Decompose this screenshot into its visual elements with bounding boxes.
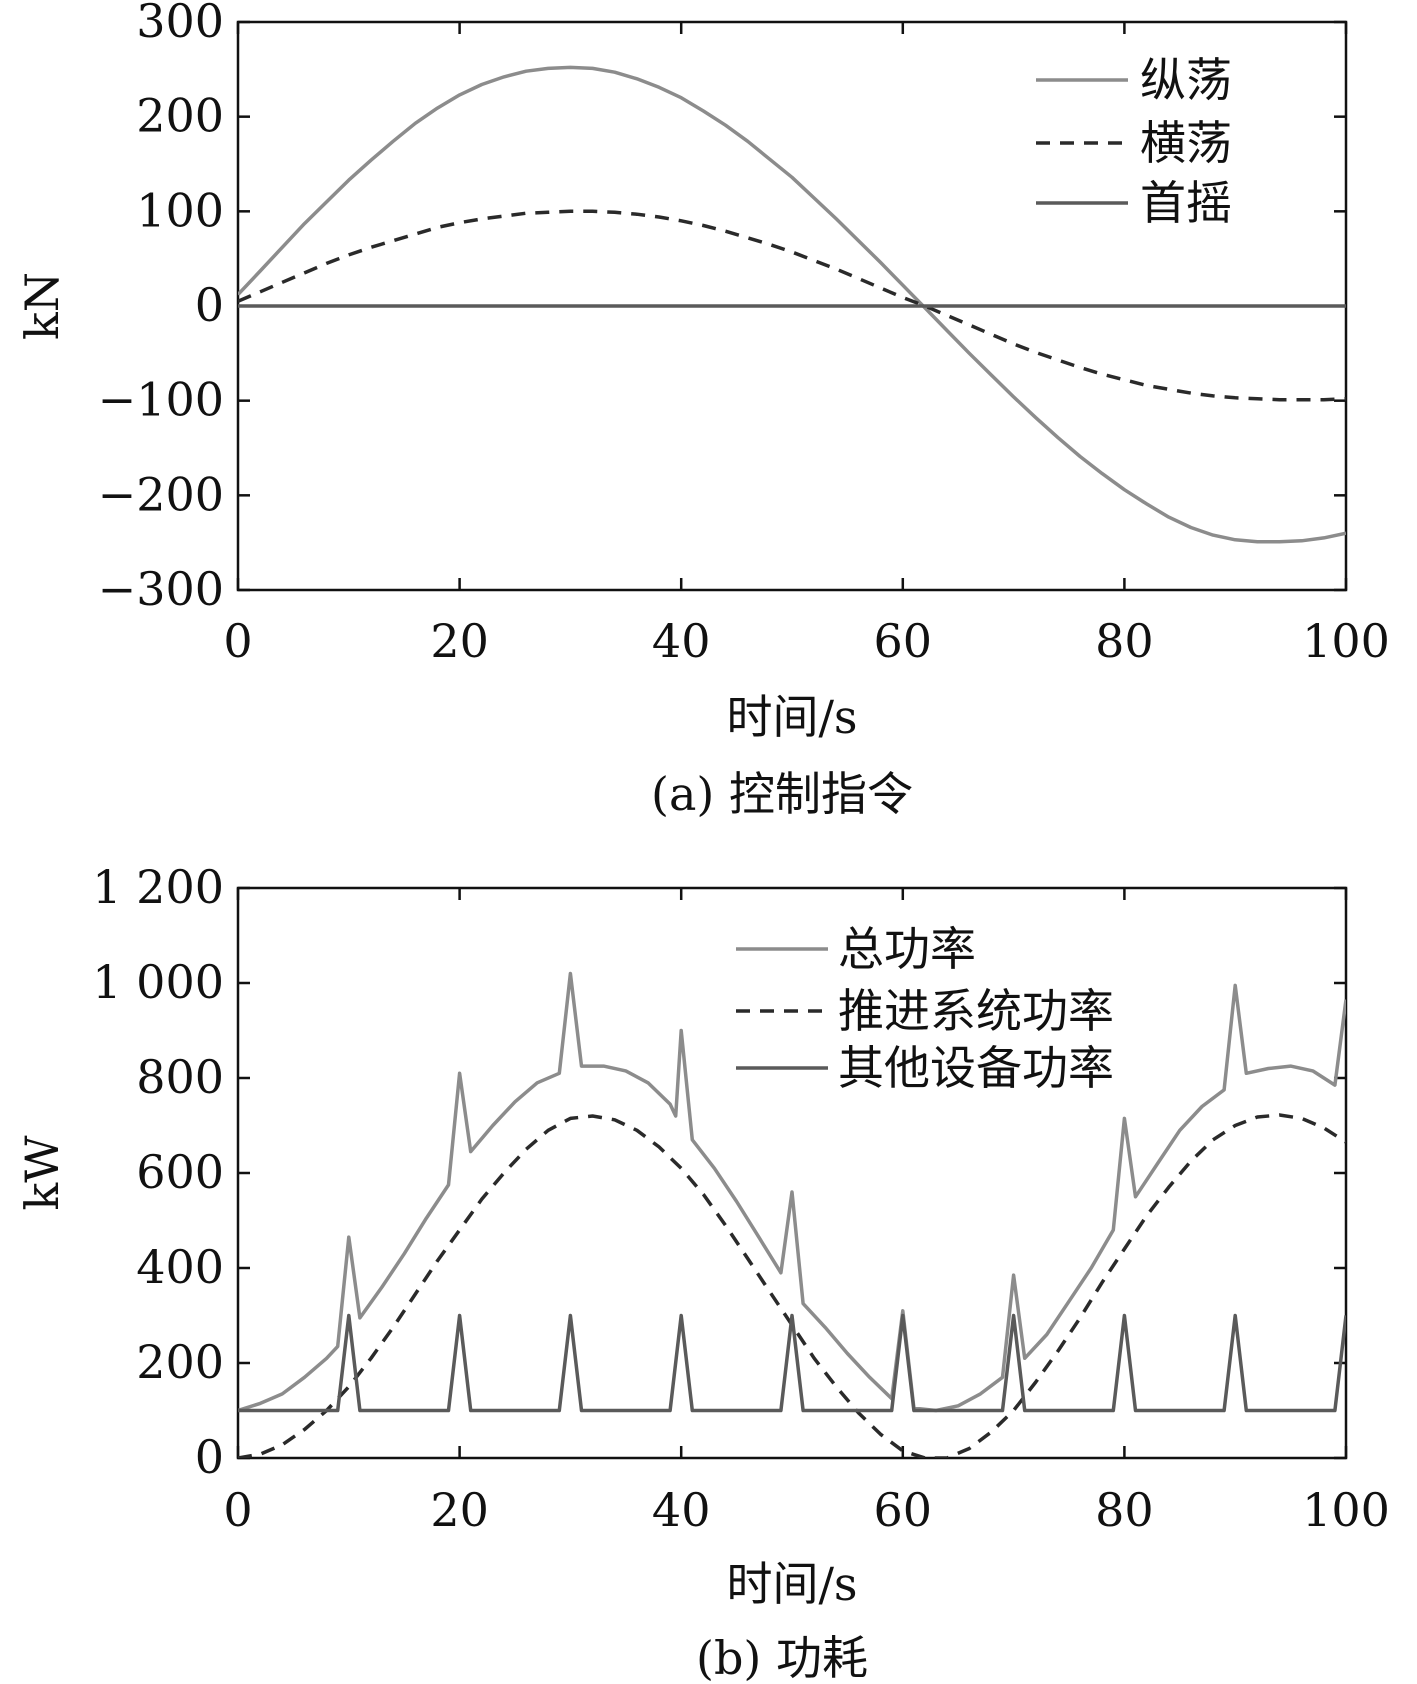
y-axis-title: kN: [15, 272, 69, 340]
y-tick-label: 200: [136, 89, 224, 143]
series-line-1: [238, 65, 1346, 544]
y-tick-label: 300: [136, 0, 224, 48]
legend-entry: 推进系统功率: [838, 984, 1114, 1038]
y-tick-label: 1 200: [92, 860, 224, 914]
x-tick-label: 0: [223, 614, 252, 668]
x-tick-label: 0: [223, 1483, 252, 1537]
y-tick-label: 100: [136, 183, 224, 237]
y-tick-label: −100: [98, 373, 224, 427]
series-line-2: [238, 209, 1346, 402]
y-tick-label: −300: [98, 562, 224, 616]
y-tick-label: 0: [195, 1430, 224, 1484]
y-tick-label: 400: [136, 1240, 224, 1294]
y-tick-label: −200: [98, 467, 224, 521]
legend-entry: 纵荡: [1140, 53, 1232, 107]
x-axis-title: 时间/s: [726, 1557, 857, 1611]
x-tick-label: 20: [430, 614, 489, 668]
series-line-1: [238, 971, 1346, 1413]
y-tick-label: 0: [195, 278, 224, 332]
plot-area: [238, 971, 1346, 1458]
x-axis-title: 时间/s: [726, 690, 857, 744]
x-tick-label: 100: [1302, 1483, 1390, 1537]
x-tick-label: 20: [430, 1483, 489, 1537]
chart-power-consumption: 0 20 40 60 80 100 1 200 1 000 800 600 400 200 0 总功率推进…: [15, 860, 1390, 1684]
series-line-3: [238, 1313, 1346, 1413]
x-tick-label: 80: [1095, 1483, 1154, 1537]
x-tick-label: 60: [874, 1483, 933, 1537]
x-tick-label: 60: [874, 614, 933, 668]
chart-control-commands: 0 20 40 60 80 100 300 200 100 0 −100 −200 −300 纵荡横荡首摇…: [15, 0, 1390, 821]
y-tick-label: 1 000: [92, 955, 224, 1009]
series-line-2: [238, 1113, 1346, 1458]
y-tick-label: 600: [136, 1145, 224, 1199]
legend-entry: 总功率: [838, 922, 976, 976]
legend-entry: 首摇: [1140, 176, 1232, 230]
x-tick-label: 100: [1302, 614, 1390, 668]
x-tick-label: 80: [1095, 614, 1154, 668]
legend-entry: 其他设备功率: [838, 1041, 1114, 1095]
x-tick-label: 40: [652, 614, 711, 668]
chart-caption: (a) 控制指令: [651, 767, 913, 821]
y-axis-title: kW: [15, 1135, 69, 1211]
x-tick-label: 40: [652, 1483, 711, 1537]
plot-area: [238, 65, 1346, 544]
chart-caption: (b) 功耗: [696, 1631, 868, 1684]
y-tick-label: 800: [136, 1050, 224, 1104]
y-tick-label: 200: [136, 1335, 224, 1389]
legend-entry: 横荡: [1140, 116, 1232, 170]
